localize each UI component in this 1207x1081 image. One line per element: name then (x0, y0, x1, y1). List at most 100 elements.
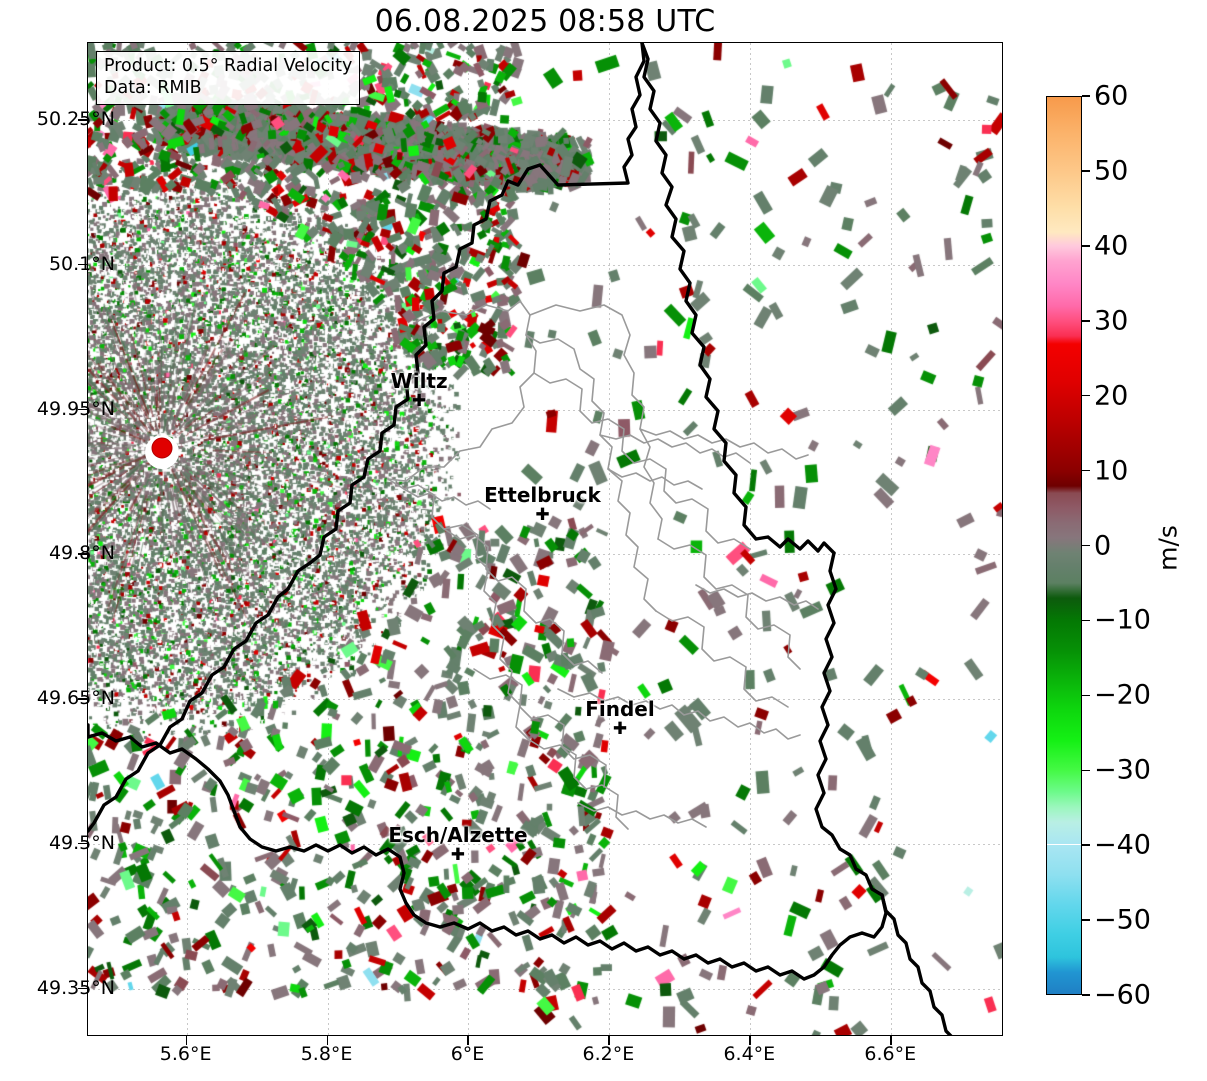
colorbar-tick-mark (1082, 769, 1090, 771)
colorbar-tick-label: −30 (1094, 754, 1151, 786)
colorbar[interactable] (1046, 96, 1082, 995)
colorbar-band (1047, 321, 1081, 337)
y-tick-label: 50.1°N (48, 252, 115, 275)
admin-boundaries (387, 300, 819, 830)
y-tick-label: 49.5°N (48, 831, 115, 854)
map-plot-area[interactable]: Wiltz ✚ Ettelbruck ✚ Findel ✚ Esch/Alzette ✚ Pr… (87, 42, 1003, 1036)
colorbar-band (1047, 956, 1081, 972)
product-info-box: Product: 0.5° Radial Velocity Data: RMIB (96, 51, 361, 105)
colorbar-band (1047, 739, 1081, 770)
colorbar-tick-label: 30 (1094, 305, 1129, 337)
colorbar-band (1047, 844, 1081, 875)
colorbar-gradient (1047, 97, 1081, 994)
colorbar-band (1047, 343, 1081, 382)
x-tick-label: 6.4°E (723, 1043, 776, 1065)
colorbar-tick-mark (1082, 245, 1090, 247)
y-tick-mark (78, 987, 87, 990)
colorbar-tick-label: 20 (1094, 380, 1129, 412)
x-tick-mark (185, 1036, 188, 1045)
colorbar-tick-mark (1082, 994, 1090, 996)
x-tick-mark (326, 1036, 328, 1045)
colorbar-tick-label: −10 (1094, 604, 1151, 636)
colorbar-band (1047, 246, 1081, 262)
colorbar-band (1047, 709, 1081, 740)
y-tick-label: 49.65°N (36, 687, 115, 710)
colorbar-band (1047, 874, 1081, 905)
colorbar-band (1047, 523, 1081, 538)
colorbar-band (1047, 261, 1081, 284)
colorbar-tick-label: −60 (1094, 979, 1151, 1011)
colorbar-tick-label: 10 (1094, 455, 1129, 487)
colorbar-band (1047, 134, 1081, 172)
radar-site-marker (151, 437, 173, 459)
map-canvas: Wiltz ✚ Ettelbruck ✚ Findel ✚ Esch/Alzette ✚ Pr… (88, 43, 1002, 1035)
colorbar-band (1047, 306, 1081, 322)
colorbar-tick-mark (1082, 844, 1090, 846)
y-tick-mark (78, 119, 87, 121)
colorbar-band (1047, 410, 1081, 441)
colorbar-band (1047, 508, 1081, 524)
y-tick-mark (78, 842, 87, 845)
colorbar-band (1047, 650, 1081, 681)
x-tick-label: 5.8°E (300, 1043, 353, 1065)
x-tick-mark (890, 1036, 892, 1045)
colorbar-band (1047, 336, 1081, 344)
y-tick-mark (78, 263, 87, 266)
colorbar-band (1047, 971, 1081, 994)
colorbar-tick-mark (1082, 170, 1090, 172)
colorbar-band (1047, 807, 1081, 823)
radar-echo-field (88, 43, 1002, 1035)
colorbar-band (1047, 904, 1081, 935)
colorbar-tick-label: 50 (1094, 155, 1129, 187)
colorbar-tick-mark (1082, 394, 1090, 397)
colorbar-band (1047, 231, 1081, 247)
colorbar-band (1047, 597, 1081, 621)
boundary-overlay (88, 43, 953, 1035)
country-borders (88, 43, 953, 1035)
colorbar-tick-label: −20 (1094, 679, 1151, 711)
colorbar-band (1047, 470, 1081, 486)
colorbar-band (1047, 97, 1081, 135)
colorbar-band (1047, 582, 1081, 598)
colorbar-band (1047, 680, 1081, 710)
colorbar-band (1047, 822, 1081, 845)
colorbar-band (1047, 493, 1081, 509)
x-tick-mark (608, 1036, 610, 1045)
x-tick-label: 6.6°E (864, 1043, 917, 1065)
colorbar-tick-mark (1082, 619, 1090, 622)
x-tick-label: 6.2°E (582, 1043, 635, 1065)
colorbar-tick-mark (1082, 469, 1090, 472)
x-tick-mark (749, 1036, 751, 1045)
x-tick-label: 5.6°E (159, 1043, 212, 1065)
colorbar-band (1047, 485, 1081, 494)
colorbar-band (1047, 934, 1081, 957)
colorbar-tick-label: 40 (1094, 230, 1129, 262)
colorbar-band (1047, 381, 1081, 411)
colorbar-tick-mark (1082, 919, 1090, 921)
colorbar-band (1047, 538, 1081, 553)
colorbar-unit-label: m/s (1153, 525, 1183, 571)
colorbar-tick-mark (1082, 95, 1090, 97)
colorbar-tick-label: 0 (1094, 530, 1112, 561)
colorbar-band (1047, 283, 1081, 307)
colorbar-band (1047, 440, 1081, 471)
colorbar-tick-label: 60 (1094, 80, 1129, 112)
x-tick-label: 6°E (450, 1043, 485, 1065)
colorbar-band (1047, 792, 1081, 808)
x-tick-mark (467, 1036, 469, 1045)
info-product-line: Product: 0.5° Radial Velocity (104, 56, 353, 76)
colorbar-tick-mark (1082, 320, 1090, 322)
colorbar-band (1047, 567, 1081, 583)
y-tick-label: 49.8°N (48, 542, 115, 565)
y-tick-mark (78, 408, 87, 411)
info-data-line: Data: RMIB (104, 78, 202, 99)
colorbar-band (1047, 769, 1081, 793)
y-tick-mark (78, 698, 87, 700)
colorbar-tick-mark (1082, 694, 1090, 697)
colorbar-band (1047, 552, 1081, 568)
y-tick-label: 50.25°N (36, 108, 115, 131)
y-tick-label: 49.95°N (36, 397, 115, 420)
colorbar-tick-label: −40 (1094, 829, 1151, 861)
colorbar-band (1047, 171, 1081, 210)
